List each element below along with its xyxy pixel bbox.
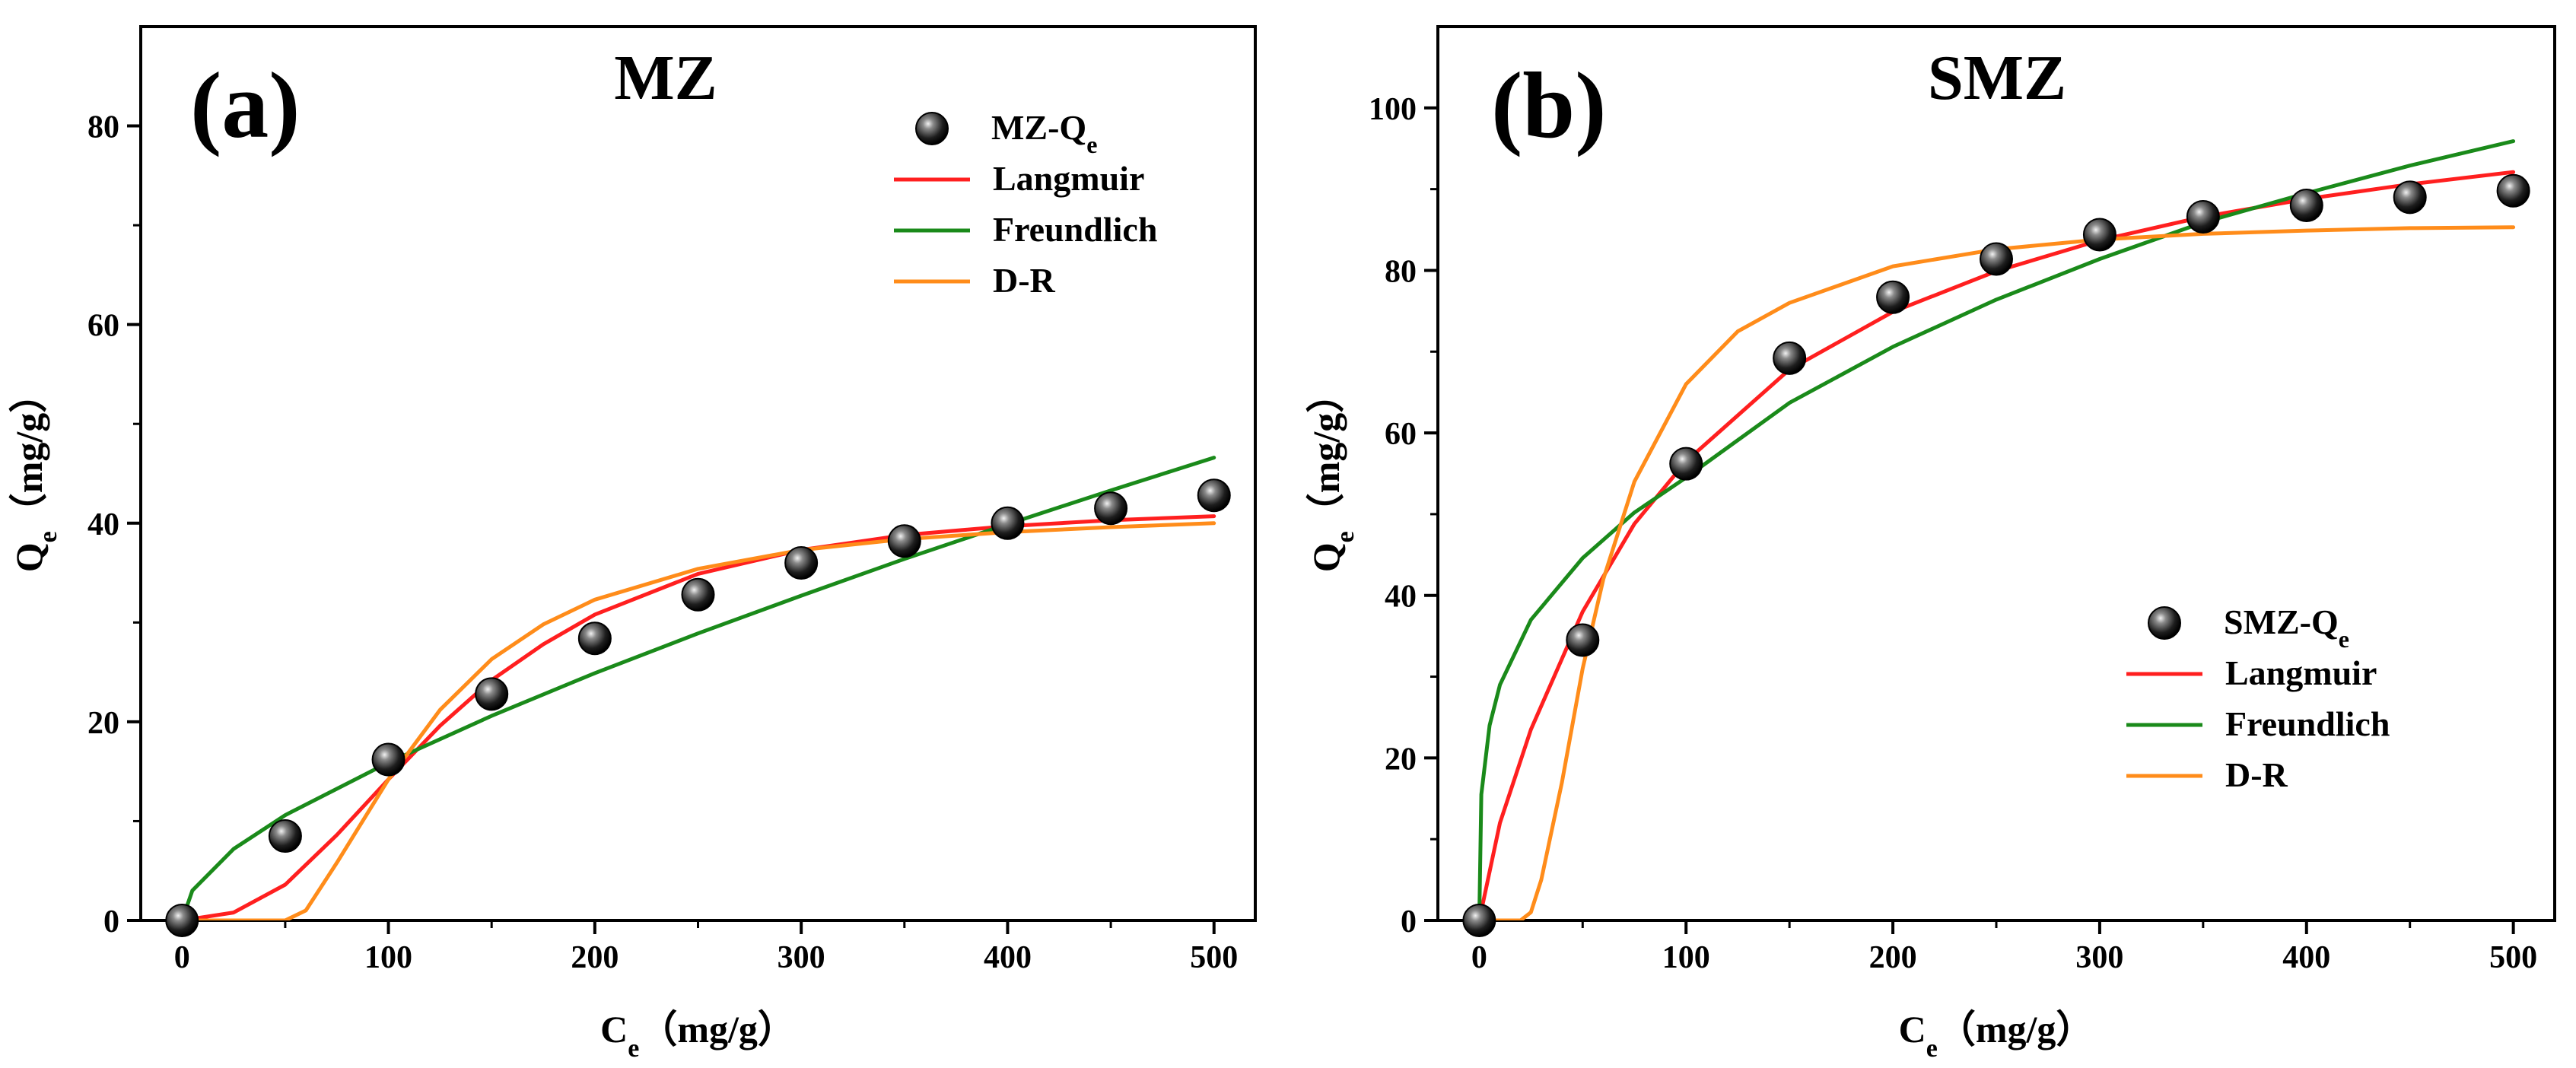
y-tick-label: 0 — [103, 904, 119, 939]
panel-b-smz: 0 100 200 300 400 500020406080100Ce（mg/g）Qe（m… — [1305, 25, 2556, 1063]
data-point — [371, 742, 405, 777]
data-point — [268, 819, 302, 853]
legend-label-main: Freundlich — [993, 210, 1157, 249]
panel-title: MZ — [614, 43, 717, 113]
x-tick-label: 200 — [571, 940, 619, 975]
y-tick-label: 80 — [87, 110, 119, 145]
y-axis-label-unit: （mg/g） — [8, 375, 50, 532]
data-point — [2289, 189, 2323, 222]
series-line-langmuir — [1477, 170, 2516, 920]
y-axis-label-sub: e — [34, 531, 62, 542]
x-axis-label-unit: （mg/g） — [639, 1008, 796, 1051]
data-point — [1462, 904, 1496, 937]
data-point — [2082, 218, 2116, 252]
series-line-d-r — [1477, 225, 2516, 920]
data-point — [2393, 180, 2427, 215]
x-tick-label: 300 — [2075, 940, 2123, 975]
y-tick-label: 20 — [87, 706, 119, 741]
data-point — [2186, 199, 2220, 234]
x-axis-label-main: C — [600, 1008, 628, 1051]
legend-label: SMZ-Qe — [2224, 602, 2349, 653]
y-axis-label-main: Q — [8, 542, 50, 572]
x-axis-label: Ce（mg/g） — [600, 1008, 796, 1063]
legend-label-main: Langmuir — [2225, 653, 2377, 692]
y-axis-label-main: Q — [1305, 542, 1347, 572]
data-point — [1197, 478, 1231, 513]
y-tick-label: 0 — [1401, 904, 1417, 939]
legend-label: D-R — [993, 261, 1056, 300]
legend-marker-sphere — [915, 112, 949, 145]
y-tick-label: 20 — [1385, 742, 1417, 777]
panel-title: SMZ — [1928, 43, 2066, 113]
x-tick-label: 400 — [2282, 940, 2330, 975]
legend-label: Freundlich — [2225, 704, 2390, 743]
y-axis-label-unit: （mg/g） — [1305, 375, 1347, 532]
x-tick-label: 300 — [778, 940, 825, 975]
data-point — [475, 677, 509, 711]
x-axis-label: Ce（mg/g） — [1899, 1008, 2094, 1063]
y-axis-label: Qe（mg/g） — [8, 375, 62, 573]
data-point — [1773, 341, 1807, 375]
y-axis-label-sub: e — [1331, 531, 1360, 542]
y-tick-label: 80 — [1385, 254, 1417, 289]
data-point — [577, 621, 612, 656]
y-tick-label: 60 — [87, 309, 119, 344]
y-tick-label: 60 — [1385, 417, 1417, 452]
data-point — [1669, 447, 1703, 481]
x-tick-label: 400 — [984, 940, 1032, 975]
legend-label-main: D-R — [2225, 755, 2288, 794]
legend-marker-sphere — [2148, 606, 2181, 640]
data-point — [1094, 491, 1128, 526]
y-tick-label: 100 — [1369, 92, 1417, 127]
x-tick-label: 0 — [174, 940, 190, 975]
data-point — [784, 546, 819, 580]
panel-a-mz: 0 100 200 300 400 500020406080Ce（mg/g）Qe（mg/g… — [8, 25, 1257, 1063]
x-axis-label-main: C — [1899, 1008, 1926, 1051]
legend-label-main: Freundlich — [2225, 704, 2390, 743]
data-point — [887, 524, 921, 558]
data-point — [2496, 173, 2530, 208]
x-axis-label-unit: （mg/g） — [1938, 1008, 2094, 1051]
legend-label-main: D-R — [993, 261, 1056, 300]
y-tick-label: 40 — [1385, 580, 1417, 615]
x-axis-label-sub: e — [1926, 1035, 1938, 1063]
data-point — [1876, 280, 1910, 314]
x-tick-label: 200 — [1869, 940, 1917, 975]
legend-label: Langmuir — [993, 159, 1144, 198]
data-point — [1566, 623, 1600, 657]
series-line-d-r — [180, 521, 1216, 920]
data-point — [1980, 242, 2013, 276]
series-line-freundlich — [1477, 139, 2516, 920]
x-tick-label: 500 — [2489, 940, 2537, 975]
legend-label: MZ-Qe — [991, 108, 1097, 158]
x-tick-label: 100 — [1662, 940, 1710, 975]
legend-label-main: Langmuir — [993, 159, 1144, 198]
legend-label-sub: e — [1086, 131, 1097, 158]
x-tick-label: 500 — [1190, 940, 1238, 975]
legend-label: Freundlich — [993, 210, 1157, 249]
legend-label-sub: e — [2339, 625, 2349, 653]
data-point — [681, 577, 715, 612]
data-point — [991, 506, 1025, 540]
series-line-langmuir — [180, 514, 1216, 920]
y-tick-label: 40 — [87, 507, 119, 542]
legend-label: Langmuir — [2225, 653, 2377, 692]
x-tick-label: 0 — [1471, 940, 1487, 975]
legend-label: D-R — [2225, 755, 2288, 794]
legend-label-main: MZ-Q — [991, 108, 1086, 147]
data-point — [165, 904, 199, 937]
panel-label: (a) — [190, 53, 301, 157]
x-tick-label: 100 — [364, 940, 412, 975]
legend-label-main: SMZ-Q — [2224, 602, 2339, 641]
panel-label: (b) — [1491, 53, 1607, 157]
x-axis-label-sub: e — [628, 1035, 639, 1063]
y-axis-label: Qe（mg/g） — [1305, 375, 1360, 573]
